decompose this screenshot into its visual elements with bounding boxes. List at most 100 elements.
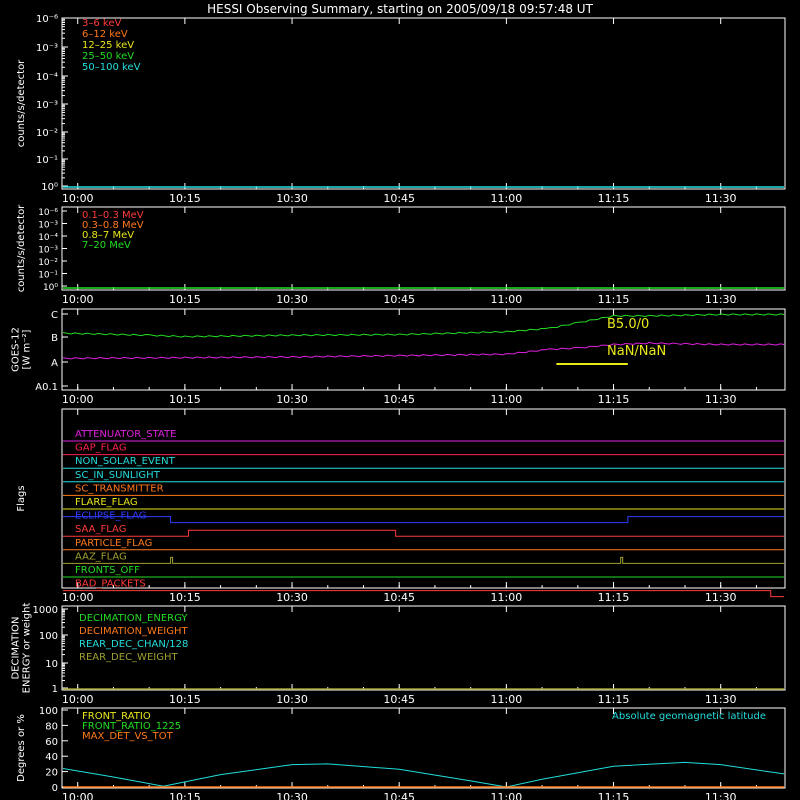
x-tick-label: 11:00: [491, 791, 523, 800]
y-axis-label: ENERGY or weight: [22, 603, 33, 694]
flag-label: FRONTS_OFF: [75, 565, 140, 576]
y-tick-label: 10⁻³: [38, 221, 58, 231]
x-tick-label: 10:45: [383, 791, 415, 800]
x-tick-label: 11:15: [598, 791, 630, 800]
x-tick-label: 10:15: [169, 293, 201, 306]
y-axis-label: DECIMATION: [11, 616, 22, 679]
x-tick-label: 10:00: [62, 591, 94, 604]
y-tick-label: 10⁻²: [38, 258, 58, 268]
counts-keV-frame: [61, 17, 786, 190]
flag-label: AAZ_FLAG: [75, 551, 127, 562]
legend-entry: DECIMATION_ENERGY: [79, 613, 188, 624]
x-tick-label: 11:00: [491, 393, 523, 406]
x-tick-label: 10:30: [276, 393, 308, 406]
y-tick-label: 10⁻²: [36, 128, 58, 139]
y-tick-label: A: [51, 358, 58, 369]
x-tick-label: 10:30: [276, 693, 308, 706]
y-tick-label: 0: [52, 783, 58, 794]
y-tick-label: 10⁻⁴: [38, 233, 58, 243]
legend-entry: 6–12 keV: [82, 29, 128, 40]
y-tick-label: 10⁻¹: [36, 155, 58, 166]
flag-label: BAD_PACKETS: [75, 579, 146, 590]
flag-label: PARTICLE_FLAG: [75, 538, 152, 549]
flag-label: NON_SOLAR_EVENT: [75, 456, 176, 467]
x-tick-label: 11:30: [705, 591, 737, 604]
legend-entry: 3–6 keV: [82, 18, 121, 29]
legend-entry: 7–20 MeV: [82, 240, 131, 251]
legend-entry: 12–25 keV: [82, 40, 134, 51]
flag-label: ATTENUATOR_STATE: [75, 429, 176, 440]
goes-annotation: B5.0/0: [607, 317, 649, 332]
y-tick-label: 10⁻⁴: [36, 72, 58, 83]
x-tick-label: 11:30: [705, 192, 737, 205]
y-tick-label: 80: [45, 721, 58, 732]
x-tick-label: 10:15: [169, 693, 201, 706]
x-tick-label: 11:30: [705, 693, 737, 706]
y-tick-label: 10⁻³: [36, 100, 58, 111]
y-tick-label: 20: [45, 768, 58, 779]
y-tick-label: 40: [45, 752, 58, 763]
flag-label: SC_TRANSMITTER: [75, 483, 164, 494]
x-tick-label: 11:30: [705, 393, 737, 406]
x-tick-label: 10:00: [62, 693, 94, 706]
x-tick-label: 11:15: [598, 693, 630, 706]
x-tick-label: 11:15: [598, 393, 630, 406]
y-tick-label: 10⁻³: [38, 246, 58, 256]
decimation-panel: 10:00 10:15 10:30 10:45 11:00 11:15 11:30 DECIM…: [11, 603, 786, 706]
y-tick-label: 100: [39, 631, 58, 642]
x-tick-label: 11:00: [491, 693, 523, 706]
x-tick-label: 10:15: [169, 591, 201, 604]
legend-entry: 0.1–0.3 MeV: [82, 210, 144, 221]
legend-entry: FRONT_RATIO_1225: [82, 721, 181, 732]
series-line-short: [62, 342, 785, 360]
flag-line: [63, 529, 784, 537]
x-tick-label: 11:00: [491, 293, 523, 306]
y-axis-label: Flags: [16, 485, 27, 511]
y-tick-label: 10⁻⁶: [36, 14, 58, 25]
goes-panel: 10:00 10:15 10:30 10:45 11:00 11:15 11:30 GOES-…: [11, 308, 786, 406]
decimation-frame: [61, 605, 786, 691]
x-tick-label: 10:30: [276, 192, 308, 205]
y-tick-label: 10: [45, 659, 58, 670]
y-tick-label: 10⁰: [41, 182, 58, 193]
flags-panel: 10:00 10:15 10:30 10:45 11:00 11:15 11:30 Flags…: [16, 408, 786, 604]
flag-label: SAA_FLAG: [75, 524, 126, 535]
y-tick-label: A0.1: [35, 382, 58, 393]
flag-label: GAP_FLAG: [75, 443, 127, 454]
y-tick-label: B: [51, 333, 58, 344]
x-tick-label: 10:30: [276, 791, 308, 800]
degrees-panel: 10:00 10:15 10:30 10:45 11:00 11:15 11:30 Degre…: [16, 706, 786, 800]
x-tick-label: 10:45: [383, 393, 415, 406]
legend-entry: 0.8–7 MeV: [82, 230, 134, 241]
flag-line: [63, 556, 784, 564]
legend-entry: MAX_DET_VS_TOT: [82, 731, 174, 742]
flag-label: SC_IN_SUNLIGHT: [75, 470, 161, 481]
y-axis-label: GOES-12: [11, 327, 22, 372]
x-tick-label: 11:00: [491, 192, 523, 205]
counts-keV-panel: 10:00 10:15 10:30 10:45 11:00 11:15 11:30 count…: [16, 14, 786, 205]
x-tick-label: 10:45: [383, 591, 415, 604]
x-tick-label: 10:00: [62, 293, 94, 306]
y-tick-label: 10⁻⁶: [38, 208, 58, 218]
y-axis-label: Degrees or %: [16, 714, 27, 782]
y-tick-label: C: [51, 310, 58, 321]
y-tick-label: 100: [39, 706, 58, 717]
y-tick-label: 10⁰: [43, 283, 58, 293]
x-tick-label: 11:30: [705, 791, 737, 800]
right-label: Absolute geomagnetic latitude: [612, 711, 766, 722]
y-tick-label: 10⁻¹: [38, 271, 58, 281]
x-tick-label: 10:15: [169, 192, 201, 205]
series-line-long: [62, 313, 785, 338]
y-axis-label: [W m⁻²]: [22, 329, 33, 369]
x-tick-label: 10:30: [276, 293, 308, 306]
y-axis-label: counts/s/detector: [16, 59, 27, 147]
legend-entry: REAR_DEC_WEIGHT: [79, 652, 178, 663]
y-tick-label: 10⁻³: [36, 43, 58, 54]
legend-entry: 0.3–0.8 MeV: [82, 220, 144, 231]
x-tick-label: 11:15: [598, 293, 630, 306]
flag-label: FLARE_FLAG: [75, 497, 138, 508]
x-tick-label: 10:15: [169, 393, 201, 406]
x-tick-label: 10:45: [383, 192, 415, 205]
goes-frame: [61, 308, 786, 391]
counts-MeV-panel: 10:00 10:15 10:30 10:45 11:00 11:15 11:30 count…: [16, 204, 786, 306]
